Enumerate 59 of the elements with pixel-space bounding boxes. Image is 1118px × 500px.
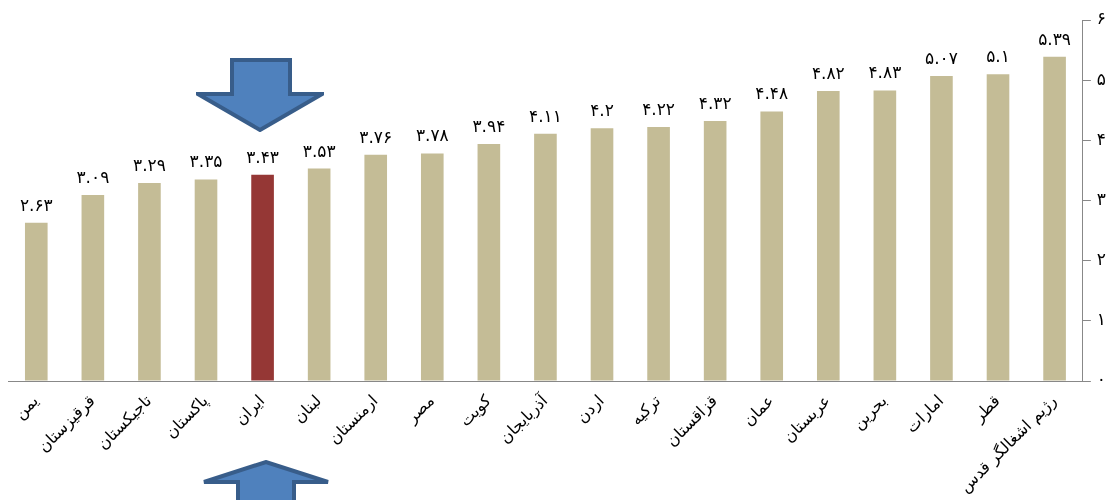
data-label: ۳.۷۸	[415, 125, 449, 146]
x-tick-label: یمن	[10, 391, 43, 424]
x-tick-label: مصر	[401, 391, 439, 429]
bar	[534, 133, 557, 381]
data-label: ۵.۰۷	[925, 47, 958, 68]
data-label: ۳.۳۵	[189, 151, 223, 172]
data-label: ۳.۵۳	[302, 140, 336, 161]
y-tick-label: ۱	[1096, 309, 1107, 330]
bar	[703, 121, 727, 381]
x-tick-label: تاجیکستان	[93, 391, 156, 454]
x-tick-label: ایران	[230, 391, 270, 430]
data-label: ۴.۸۳	[868, 62, 902, 83]
y-tick-label: ۵	[1096, 68, 1107, 89]
bar	[307, 168, 331, 381]
data-label: ۳.۰۹	[76, 167, 110, 188]
data-label: ۴.۲	[590, 100, 614, 121]
x-tick-label: لبنان	[289, 391, 325, 427]
bar	[647, 127, 670, 381]
data-label: ۳.۹۴	[472, 115, 506, 136]
bar	[138, 183, 161, 381]
bar	[816, 91, 840, 381]
data-label: ۳.۲۹	[133, 154, 166, 175]
bar	[81, 195, 105, 381]
data-label: ۳.۷۶	[359, 126, 393, 147]
bar	[251, 174, 274, 381]
y-tick-label: ۴	[1096, 128, 1107, 149]
x-tick-label: اردن	[572, 391, 609, 428]
bar	[590, 128, 614, 381]
x-tick-label: کویت	[455, 390, 496, 431]
x-tick-label: امارات	[901, 391, 948, 438]
bar	[364, 154, 388, 381]
x-tick-label: بحرین	[848, 391, 892, 434]
x-tick-label: عربستان	[779, 391, 835, 447]
bar	[930, 75, 953, 381]
x-tick-label: عمان	[739, 391, 778, 430]
data-label: ۴.۸۲	[811, 62, 845, 83]
x-tick-label: پاکستان	[161, 391, 213, 443]
x-tick-label: آذربایجان	[495, 390, 554, 448]
bar	[760, 111, 784, 381]
data-label: ۵.۳۹	[1038, 28, 1071, 49]
bar	[873, 90, 897, 381]
y-tick-label: ۲	[1096, 249, 1107, 270]
data-label: ۴.۲۲	[642, 99, 675, 120]
x-tick-label: ارمنستان	[324, 391, 383, 449]
bar	[194, 179, 218, 381]
data-label: ۴.۱۱	[529, 105, 562, 126]
y-tick-label: ۰	[1096, 369, 1107, 390]
bar	[986, 74, 1010, 381]
bar	[24, 222, 48, 381]
data-label: ۴.۳۲	[698, 93, 732, 113]
bar	[1043, 56, 1066, 381]
bar	[420, 153, 444, 381]
bar	[477, 143, 501, 381]
y-tick-label: ۶	[1096, 8, 1107, 29]
data-label: ۵.۱	[986, 46, 1010, 67]
data-label: ۴.۴۸	[755, 83, 789, 104]
data-label: ۳.۴۳	[246, 146, 279, 167]
data-label: ۲.۶۳	[19, 194, 53, 215]
y-tick-label: ۳	[1096, 188, 1107, 209]
